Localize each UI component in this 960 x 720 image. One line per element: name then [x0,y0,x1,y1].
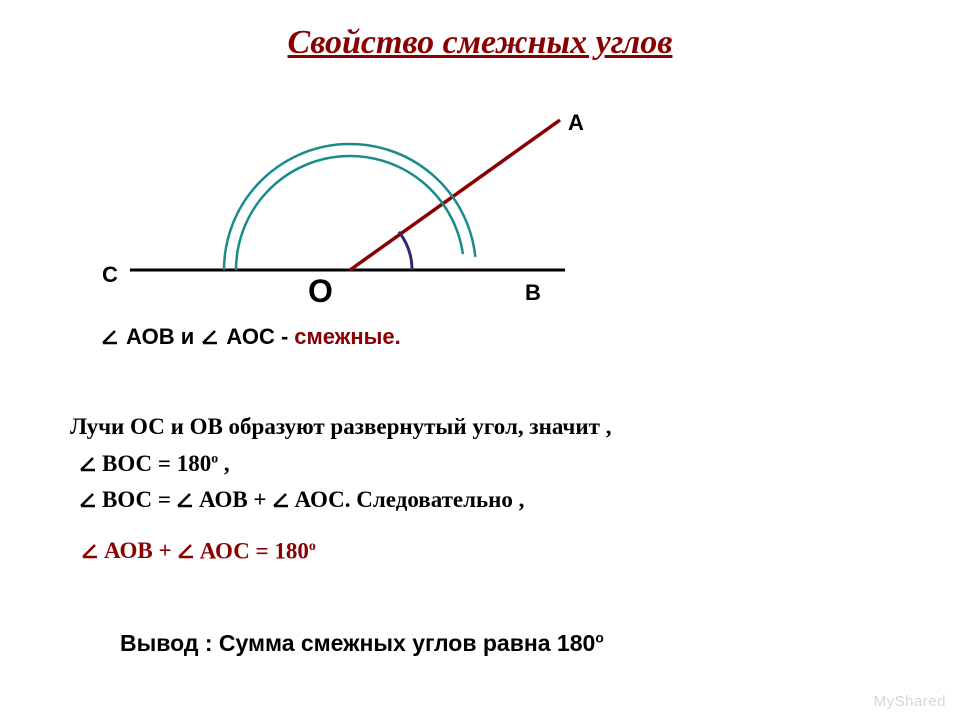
proof-line-1: Лучи ОС и ОВ образуют развернутый угол, … [70,410,890,445]
angle-icon [100,329,120,345]
angle-icon [78,492,98,508]
adjacent-angles-diagram: А В С О [80,90,600,320]
ray-oa [350,120,560,270]
final-deg: о [595,630,603,645]
proof-line-2: ВОС = 180о , [70,447,890,482]
proof-boc-eq: ВОС = 180о , [102,447,230,482]
watermark: MyShared [874,693,946,710]
proof-aob: АОВ + [199,483,267,518]
diagram-caption: АОВ и АОС - смежные. [100,324,401,350]
angle-icon [175,492,195,508]
title-text: Свойство смежных углов [288,24,673,61]
proof-line-3: ВОС = АОВ + АОС. Следовательно , [70,483,890,518]
proof-boc: ВОС = [102,483,171,518]
angle-icon [176,543,196,559]
final-conclusion: Вывод : Сумма смежных углов равна 180о [120,630,604,657]
page-title: Свойство смежных углов [0,24,960,62]
arc-aob [399,232,412,270]
caption-aob: АОВ и [126,324,194,350]
proof-block: Лучи ОС и ОВ образуют развернутый угол, … [70,410,890,520]
conclusion-aoc: АОС = 180о [200,538,316,565]
conclusion-equation: АОВ + АОС = 180о [80,538,316,565]
caption-aoc: АОС - [226,324,288,350]
final-text: Вывод : Сумма смежных углов равна 180 [120,630,595,656]
label-b: В [525,280,541,305]
angle-icon [200,329,220,345]
conclusion-aob: АОВ + [104,538,172,564]
label-c: С [102,262,118,287]
angle-icon [78,456,98,472]
label-a: А [568,110,584,135]
angle-icon [271,492,291,508]
proof-aoc: АОС. Следовательно , [295,483,525,518]
proof-text: Лучи ОС и ОВ образуют развернутый угол, … [70,410,611,445]
label-o: О [308,273,333,309]
caption-adjacent: смежные. [294,324,400,350]
angle-icon [80,543,100,559]
